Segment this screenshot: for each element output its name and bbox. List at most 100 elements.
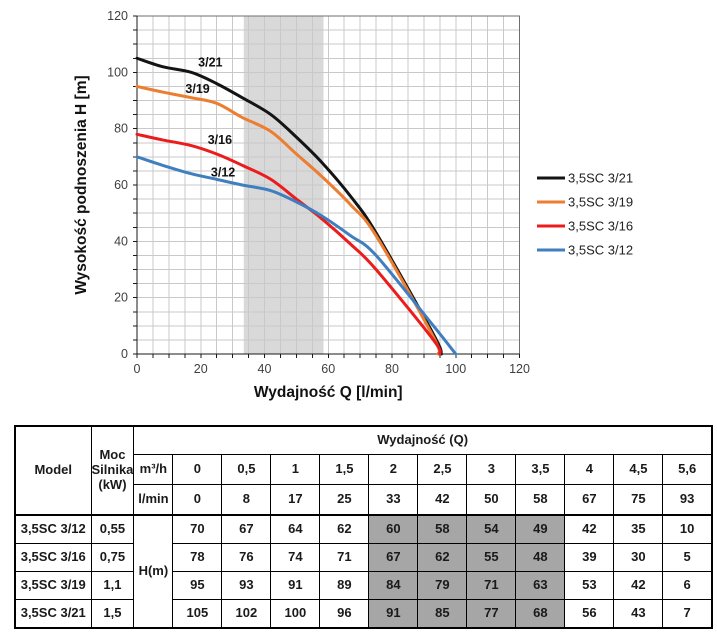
- head-value-cell: 84: [368, 571, 419, 600]
- x-tick-label: 20: [194, 362, 208, 376]
- head-value-cell: 71: [319, 543, 370, 572]
- head-value-cell: 95: [172, 571, 223, 600]
- chart-legend: 3,5SC 3/21 3,5SC 3/19 3,5SC 3/16 3,5SC 3/12: [537, 171, 633, 258]
- head-value-cell: 77: [466, 599, 517, 629]
- model-cell: 3,5SC 3/19: [14, 571, 92, 600]
- head-value-cell: 67: [368, 543, 419, 572]
- head-value-cell: 49: [515, 514, 566, 544]
- head-value-cell: 96: [319, 599, 370, 629]
- x-tick-label: 100: [445, 362, 466, 376]
- curve-3-5sc-3-12: [135, 155, 458, 356]
- legend-item-3-5sc-3-16: 3,5SC 3/16: [568, 219, 633, 234]
- model-column-header: Model: [14, 425, 92, 516]
- head-value-cell: 76: [221, 543, 272, 572]
- unit-lmin-label: l/min: [133, 484, 174, 516]
- q-value-m3h: 5,6: [662, 454, 713, 485]
- q-value-lmin: 33: [368, 484, 419, 516]
- legend-item-3-5sc-3-12: 3,5SC 3/12: [568, 243, 633, 258]
- chart-canvas: 0 20 40 60 80 100 120 0 20 40 60 80 100 120 Wydajność …: [73, 9, 633, 401]
- head-value-cell: 102: [221, 599, 272, 629]
- flow-group-header: Wydajność (Q): [133, 425, 713, 455]
- head-value-cell: 6: [662, 571, 713, 600]
- q-value-m3h: 2: [368, 454, 419, 485]
- q-value-m3h: 3: [466, 454, 517, 485]
- head-value-cell: 10: [662, 514, 713, 544]
- y-tick-label: 40: [114, 234, 128, 248]
- head-value-cell: 55: [466, 543, 517, 572]
- q-value-lmin: 8: [221, 484, 272, 516]
- y-tick-label: 120: [107, 9, 128, 23]
- head-value-cell: 56: [564, 599, 615, 629]
- head-value-cell: 63: [515, 571, 566, 600]
- head-value-cell: 5: [662, 543, 713, 572]
- power-cell: 0,75: [90, 543, 135, 572]
- x-tick-label: 40: [258, 362, 272, 376]
- head-value-cell: 30: [613, 543, 664, 572]
- q-value-lmin: 50: [466, 484, 517, 516]
- y-tick-label: 100: [107, 65, 128, 79]
- y-tick-label: 20: [114, 291, 128, 305]
- head-value-cell: 42: [613, 571, 664, 600]
- q-value-lmin: 93: [662, 484, 713, 516]
- q-value-lmin: 42: [417, 484, 468, 516]
- q-value-m3h: 0,5: [221, 454, 272, 485]
- power-cell: 1,5: [90, 599, 135, 629]
- head-value-cell: 85: [417, 599, 468, 629]
- head-label-cell: H(m): [133, 514, 174, 629]
- pump-performance-chart: 0 20 40 60 80 100 120 0 20 40 60 80 100 120 Wydajność …: [73, 9, 633, 401]
- q-value-m3h: 1,5: [319, 454, 370, 485]
- head-value-cell: 48: [515, 543, 566, 572]
- head-value-cell: 42: [564, 514, 615, 544]
- head-value-cell: 39: [564, 543, 615, 572]
- model-cell: 3,5SC 3/16: [14, 543, 92, 572]
- head-value-cell: 43: [613, 599, 664, 629]
- table-row: 3,5SC 3/21 1,5 105 102 100 96 91 85 77 68 56 43 7: [14, 599, 713, 629]
- head-value-cell: 67: [221, 514, 272, 544]
- q-value-m3h: 4: [564, 454, 615, 485]
- head-value-cell: 62: [319, 514, 370, 544]
- head-value-cell: 71: [466, 571, 517, 600]
- table-row: 3,5SC 3/16 0,75 78 76 74 71 67 62 55 48 39 30 5: [14, 543, 713, 572]
- y-tick-label: 0: [121, 347, 128, 361]
- x-tick-label: 80: [385, 362, 399, 376]
- power-cell: 1,1: [90, 571, 135, 600]
- q-value-lmin: 25: [319, 484, 370, 516]
- chart-grid: [137, 16, 520, 354]
- q-value-lmin: 75: [613, 484, 664, 516]
- q-value-lmin: 0: [172, 484, 223, 516]
- head-value-cell: 70: [172, 514, 223, 544]
- legend-item-3-5sc-3-19: 3,5SC 3/19: [568, 195, 633, 210]
- curve-label-3-5sc-3-16: 3/16: [208, 133, 232, 147]
- head-value-cell: 91: [270, 571, 321, 600]
- legend-item-3-5sc-3-21: 3,5SC 3/21: [568, 171, 633, 186]
- x-tick-label: 120: [509, 362, 530, 376]
- head-value-cell: 60: [368, 514, 419, 544]
- q-value-m3h: 2,5: [417, 454, 468, 485]
- q-value-lmin: 58: [515, 484, 566, 516]
- head-value-cell: 64: [270, 514, 321, 544]
- table-row: 3,5SC 3/19 1,1 95 93 91 89 84 79 71 63 53 42 6: [14, 571, 713, 600]
- y-tick-label: 60: [114, 178, 128, 192]
- q-value-m3h: 0: [172, 454, 223, 485]
- curve-label-3-5sc-3-21: 3/21: [198, 55, 222, 69]
- q-value-m3h: 3,5: [515, 454, 566, 485]
- model-cell: 3,5SC 3/12: [14, 514, 92, 544]
- head-value-cell: 74: [270, 543, 321, 572]
- curve-label-3-5sc-3-19: 3/19: [185, 82, 209, 96]
- x-tick-label: 60: [321, 362, 335, 376]
- head-value-cell: 79: [417, 571, 468, 600]
- head-value-cell: 35: [613, 514, 664, 544]
- head-value-cell: 89: [319, 571, 370, 600]
- head-value-cell: 7: [662, 599, 713, 629]
- power-column-header: Moc Silnika (kW): [90, 425, 135, 516]
- head-value-cell: 105: [172, 599, 223, 629]
- curve-3-5sc-3-16: [135, 132, 442, 356]
- q-value-lmin: 67: [564, 484, 615, 516]
- tick-marks: [133, 15, 520, 358]
- head-value-cell: 54: [466, 514, 517, 544]
- q-value-m3h: 4,5: [613, 454, 664, 485]
- y-axis-title: Wysokość podnoszenia H [m]: [73, 75, 90, 294]
- curve-label-3-5sc-3-12: 3/12: [211, 165, 235, 179]
- head-value-cell: 62: [417, 543, 468, 572]
- head-value-cell: 58: [417, 514, 468, 544]
